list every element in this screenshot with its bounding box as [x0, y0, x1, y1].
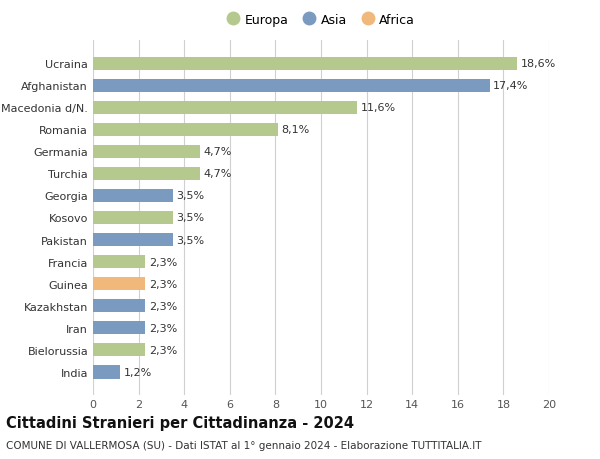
- Legend: Europa, Asia, Africa: Europa, Asia, Africa: [227, 14, 415, 27]
- Text: 17,4%: 17,4%: [493, 81, 529, 91]
- Bar: [93, 321, 145, 335]
- Bar: [93, 343, 145, 357]
- Bar: [93, 277, 145, 291]
- Text: 2,3%: 2,3%: [149, 323, 177, 333]
- Text: 2,3%: 2,3%: [149, 257, 177, 267]
- Bar: [93, 167, 200, 181]
- Text: 1,2%: 1,2%: [124, 367, 152, 377]
- Bar: [93, 299, 145, 313]
- Text: 2,3%: 2,3%: [149, 345, 177, 355]
- Text: 3,5%: 3,5%: [176, 213, 205, 223]
- Bar: [93, 211, 173, 225]
- Bar: [93, 57, 517, 71]
- Text: COMUNE DI VALLERMOSA (SU) - Dati ISTAT al 1° gennaio 2024 - Elaborazione TUTTITA: COMUNE DI VALLERMOSA (SU) - Dati ISTAT a…: [6, 440, 482, 450]
- Text: 3,5%: 3,5%: [176, 235, 205, 245]
- Text: 8,1%: 8,1%: [281, 125, 310, 135]
- Text: 4,7%: 4,7%: [203, 169, 232, 179]
- Bar: [93, 189, 173, 203]
- Bar: [93, 123, 278, 137]
- Bar: [93, 146, 200, 159]
- Text: 2,3%: 2,3%: [149, 279, 177, 289]
- Bar: [93, 365, 121, 379]
- Text: 18,6%: 18,6%: [521, 59, 556, 69]
- Bar: [93, 233, 173, 247]
- Text: Cittadini Stranieri per Cittadinanza - 2024: Cittadini Stranieri per Cittadinanza - 2…: [6, 415, 354, 431]
- Bar: [93, 79, 490, 93]
- Bar: [93, 101, 358, 115]
- Text: 2,3%: 2,3%: [149, 301, 177, 311]
- Text: 11,6%: 11,6%: [361, 103, 396, 113]
- Bar: [93, 255, 145, 269]
- Text: 4,7%: 4,7%: [203, 147, 232, 157]
- Text: 3,5%: 3,5%: [176, 191, 205, 201]
